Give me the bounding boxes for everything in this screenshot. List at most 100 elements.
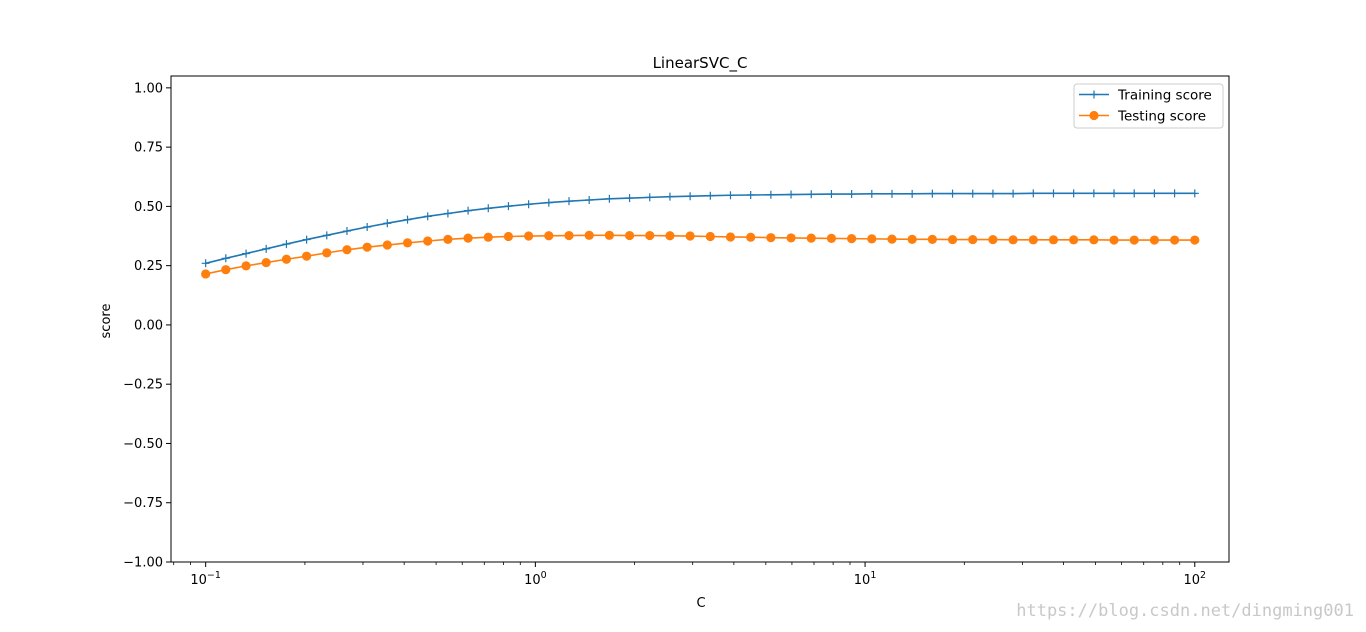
data-point <box>221 254 230 263</box>
data-point <box>363 223 372 232</box>
y-tick-label: 0.75 <box>134 141 163 156</box>
legend-label: Testing score <box>1117 109 1206 125</box>
data-point <box>262 244 271 253</box>
data-point <box>1150 189 1159 198</box>
data-point <box>1130 189 1139 198</box>
data-point <box>342 227 351 236</box>
data-point <box>988 189 997 198</box>
y-tick-label: −1.00 <box>123 556 163 571</box>
data-point <box>867 189 876 198</box>
data-point <box>282 240 291 249</box>
data-point <box>705 231 715 242</box>
data-point <box>201 269 211 279</box>
data-point <box>908 189 917 198</box>
data-point <box>281 254 292 264</box>
data-point <box>645 230 655 241</box>
data-point <box>907 234 917 244</box>
data-point <box>302 251 312 261</box>
data-point <box>787 190 796 199</box>
data-point <box>1110 189 1119 198</box>
data-point <box>261 257 271 268</box>
legend-box <box>1073 83 1224 129</box>
data-point <box>564 230 574 241</box>
data-point <box>221 265 231 275</box>
data-point <box>645 193 654 202</box>
y-tick-label: −0.75 <box>123 496 163 511</box>
data-point <box>1069 189 1078 198</box>
data-point <box>443 234 453 244</box>
data-point <box>565 197 574 206</box>
data-point <box>1089 235 1099 245</box>
data-point <box>463 233 473 243</box>
plot-frame <box>170 75 1230 563</box>
x-tick-label: 100 <box>524 570 547 588</box>
data-point <box>1028 235 1038 245</box>
data-point <box>806 233 816 243</box>
data-point <box>887 189 896 198</box>
data-point <box>322 248 332 258</box>
data-point <box>362 242 372 252</box>
data-point <box>1048 235 1059 245</box>
data-point <box>423 212 432 221</box>
data-point <box>827 190 836 199</box>
data-point <box>483 232 493 242</box>
watermark-text: https://blog.csdn.net/dingming001 <box>1016 601 1354 621</box>
data-point <box>1009 189 1018 198</box>
data-point <box>1029 189 1038 198</box>
data-point <box>383 219 392 228</box>
data-point <box>947 234 958 245</box>
y-tick-label: 0.50 <box>134 200 163 215</box>
data-point <box>1049 189 1058 198</box>
data-point <box>402 238 413 248</box>
x-tick-label: 102 <box>1183 570 1206 588</box>
data-point <box>766 190 775 199</box>
data-point <box>928 189 937 198</box>
data-point <box>624 230 635 241</box>
data-point <box>585 195 594 204</box>
data-point <box>484 204 493 213</box>
data-point <box>725 232 736 242</box>
y-axis-label: score <box>99 304 114 339</box>
legend-marker <box>1089 110 1099 121</box>
data-point <box>544 198 553 207</box>
chart-title: LinearSVC_C <box>653 54 748 73</box>
data-point <box>503 231 514 242</box>
data-point <box>242 249 251 258</box>
data-point <box>746 232 756 242</box>
data-point <box>686 192 695 201</box>
data-point <box>1109 235 1119 245</box>
data-point <box>988 234 998 245</box>
data-point <box>322 231 331 240</box>
plot-area: 1.00 0.75 0.50 0.25 0.00 −0.25 −0.50 −0.75 −1.00… <box>123 75 1230 588</box>
data-point <box>1089 189 1098 198</box>
y-tick-label: 0.25 <box>134 259 163 274</box>
data-point <box>887 234 897 244</box>
data-point <box>1190 235 1200 245</box>
data-point <box>423 236 433 246</box>
x-tick-label: 101 <box>854 570 877 588</box>
y-tick-label: −0.50 <box>123 437 163 452</box>
data-point <box>807 190 816 199</box>
data-point <box>847 234 857 244</box>
legend-marker <box>1090 90 1098 99</box>
data-point <box>826 233 837 243</box>
data-point <box>605 194 614 203</box>
data-point <box>665 231 675 241</box>
data-point <box>1170 189 1179 198</box>
data-point <box>968 234 978 245</box>
data-point <box>1008 235 1018 245</box>
data-point <box>746 191 755 200</box>
data-point <box>382 240 392 250</box>
y-tick-label: 0.00 <box>134 318 163 333</box>
legend-label: Training score <box>1117 88 1212 104</box>
legend: Training score Testing score <box>1073 83 1224 129</box>
data-point <box>847 190 856 199</box>
y-tick-label: 1.00 <box>134 81 163 96</box>
data-point <box>241 261 251 271</box>
data-point <box>867 234 877 244</box>
data-point <box>1169 235 1180 245</box>
data-point <box>968 189 977 198</box>
data-point <box>302 235 311 244</box>
data-point <box>786 233 796 243</box>
